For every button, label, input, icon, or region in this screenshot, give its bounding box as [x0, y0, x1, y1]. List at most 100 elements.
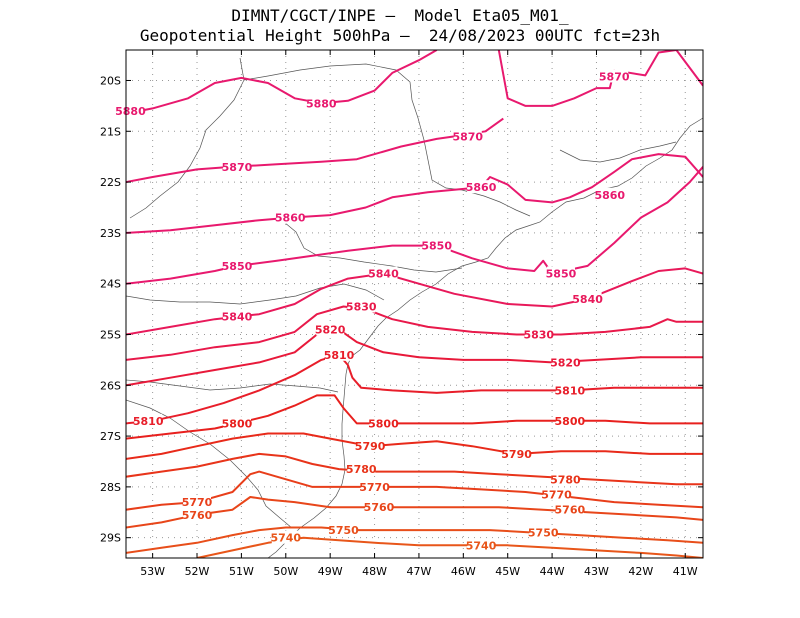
contour-label-bg	[222, 159, 251, 173]
x-tick-label: 53W	[140, 565, 165, 578]
y-tick-label: 21S	[100, 125, 121, 138]
contour-label-5840: 5840	[572, 293, 603, 306]
contour-label-5800: 5800	[368, 417, 399, 430]
state-border	[461, 189, 531, 217]
contour-line-5750	[126, 526, 703, 554]
contour-label-bg	[222, 258, 251, 272]
contour-label-bg	[467, 538, 496, 552]
y-tick-label: 27S	[100, 430, 121, 443]
contour-label-bg	[360, 479, 389, 493]
contour-label-5800: 5800	[555, 415, 586, 428]
y-tick-label: 26S	[100, 379, 121, 392]
contour-label-5870: 5870	[599, 70, 630, 83]
contour-label-5790: 5790	[501, 448, 532, 461]
x-tick-label: 50W	[273, 565, 298, 578]
contour-line-5790	[126, 432, 703, 460]
contour-line-5810	[126, 353, 703, 425]
contour-label-5810: 5810	[133, 415, 164, 428]
contour-line-5880	[497, 50, 703, 107]
state-border	[126, 283, 385, 305]
contour-label-5750: 5750	[528, 527, 559, 540]
contour-label-5750: 5750	[328, 524, 359, 537]
contour-label-5760: 5760	[364, 501, 395, 514]
contour-label-bg	[183, 495, 212, 509]
x-tick-label: 48W	[362, 565, 387, 578]
contour-label-bg	[600, 69, 629, 83]
y-tick-label: 28S	[100, 481, 121, 494]
y-tick-label: 24S	[100, 278, 121, 291]
contour-label-bg	[542, 487, 571, 501]
contour-label-bg	[316, 322, 345, 336]
contour-label-bg	[369, 266, 398, 280]
x-tick-label: 44W	[540, 565, 565, 578]
contour-label-5830: 5830	[346, 301, 377, 314]
contour-label-5870: 5870	[222, 161, 253, 174]
contour-label-bg	[555, 413, 584, 427]
contour-label-bg	[222, 416, 251, 430]
contour-label-5840: 5840	[368, 268, 399, 281]
contour-label-bg	[307, 96, 336, 110]
contour-label-5770: 5770	[359, 481, 390, 494]
x-tick-label: 49W	[318, 565, 343, 578]
contour-label-bg	[529, 525, 558, 539]
y-tick-label: 22S	[100, 176, 121, 189]
contour-label-5780: 5780	[346, 463, 377, 476]
x-tick-label: 46W	[451, 565, 476, 578]
state-border	[129, 57, 245, 219]
contour-label-5770: 5770	[541, 489, 572, 502]
axes: 53W 52W 51W 50W 49W 48W 47W 46W 45W 44W 43W 42W 41W 2…	[100, 50, 703, 578]
contour-label-bg	[502, 446, 531, 460]
contour-line-5780	[126, 452, 703, 486]
state-border	[559, 141, 677, 163]
contour-label-bg	[347, 299, 376, 313]
plot-frame	[125, 49, 704, 559]
y-tick-label: 25S	[100, 328, 121, 341]
contour-label-5790: 5790	[355, 440, 386, 453]
y-tick-label: 29S	[100, 532, 121, 545]
contour-label-5740: 5740	[466, 539, 497, 552]
contour-label-5840: 5840	[222, 311, 253, 324]
contour-line-5820	[126, 328, 703, 387]
contour-line-5870	[126, 117, 504, 184]
contour-label-5820: 5820	[315, 323, 346, 336]
x-tick-label: 47W	[407, 565, 432, 578]
contour-label-bg	[546, 266, 575, 280]
contour-label-bg	[276, 210, 305, 224]
contour-label-bg	[524, 327, 553, 341]
contour-label-bg	[467, 180, 496, 194]
political-borders	[126, 57, 703, 558]
contour-label-5760: 5760	[555, 504, 586, 517]
contour-label-5770: 5770	[182, 496, 213, 509]
contour-label-bg	[271, 530, 300, 544]
contour-label-bg	[364, 500, 393, 514]
contour-label-5850: 5850	[546, 268, 577, 281]
contour-label-5860: 5860	[466, 181, 497, 194]
contour-line-5880	[126, 50, 438, 115]
contour-label-bg	[573, 291, 602, 305]
contour-label-bg	[369, 416, 398, 430]
x-tick-label: 51W	[229, 565, 254, 578]
contour-label-5830: 5830	[523, 328, 554, 341]
state-border	[126, 379, 339, 393]
x-tick-label: 41W	[673, 565, 698, 578]
chart-subtitle: Geopotential Height 500hPa – 24/08/2023 …	[139, 26, 661, 45]
x-tick-label: 45W	[495, 565, 520, 578]
contour-line-5800	[126, 394, 703, 440]
contour-label-bg	[356, 439, 385, 453]
contour-label-bg	[453, 129, 482, 143]
contour-label-bg	[551, 355, 580, 369]
contour-label-5800: 5800	[222, 417, 253, 430]
contour-labels: 5880 5880 5870 5870 5870 5860 5860 5860 5850 5850…	[115, 69, 630, 552]
contour-label-bg	[183, 507, 212, 521]
contour-label-bg	[329, 523, 358, 537]
contour-label-5860: 5860	[275, 212, 306, 225]
contour-label-5810: 5810	[324, 349, 355, 362]
state-border	[243, 63, 463, 191]
y-tick-label: 20S	[100, 74, 121, 87]
contour-label-5850: 5850	[222, 260, 253, 273]
contour-label-bg	[116, 103, 145, 117]
chart-title: DIMNT/CGCT/INPE – Model Eta05_M01_	[231, 6, 569, 25]
contour-label-5820: 5820	[550, 356, 581, 369]
contour-label-5760: 5760	[182, 509, 213, 522]
